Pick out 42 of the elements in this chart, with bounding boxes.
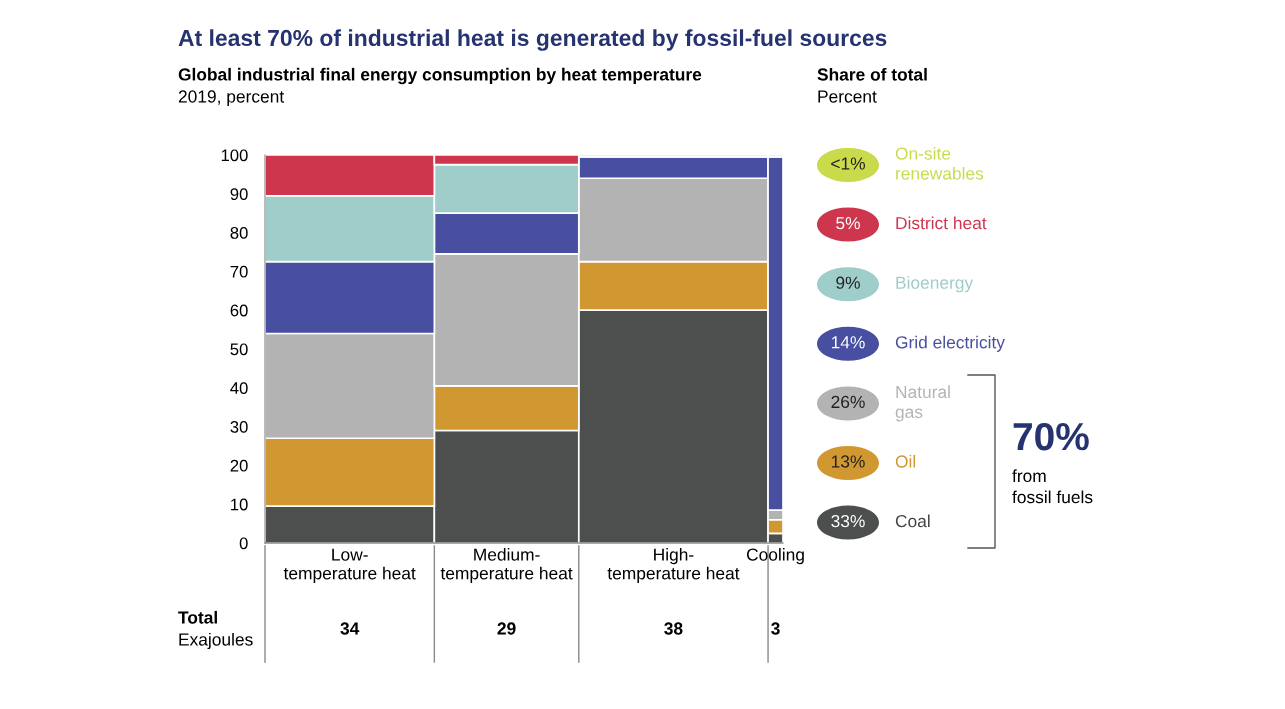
- text: from fossil fuels: [1012, 469, 1093, 504]
- text: 5%: [836, 217, 860, 230]
- y-tick-label: 90: [230, 188, 248, 200]
- chart-subtitle: Global industrial final energy consumption by heat temperature: [178, 67, 702, 85]
- legend-label: Natural gas: [895, 385, 950, 422]
- text: 26%: [831, 395, 865, 409]
- text: 34: [340, 622, 360, 635]
- text: Coal: [895, 514, 930, 528]
- text: 14%: [831, 336, 865, 349]
- text: 33%: [831, 514, 865, 528]
- legend-label: On-site renewables: [895, 146, 984, 180]
- y-axis-title: 2019, percent: [178, 90, 285, 107]
- text: Exajoules: [179, 632, 253, 650]
- text: 29: [497, 622, 516, 635]
- x-tick-label: Medium- temperature heat: [440, 548, 573, 583]
- y-tick-label: 20: [230, 459, 248, 472]
- legend-label: Oil: [895, 454, 916, 468]
- y-tick-label: 10: [231, 498, 248, 511]
- text: Percent: [818, 90, 877, 103]
- legend-label: District heat: [896, 216, 987, 230]
- text: 70%: [1013, 422, 1089, 451]
- text: 3: [771, 622, 780, 635]
- y-tick-label: 40: [230, 382, 248, 394]
- y-tick-label: 60: [230, 304, 248, 317]
- text: 13%: [831, 455, 865, 468]
- y-tick-label: 100: [221, 149, 248, 162]
- legend-label: Bioenergy: [896, 276, 974, 293]
- legend-label: Grid electricity: [895, 335, 1005, 352]
- text: 38: [664, 622, 683, 635]
- y-tick-label: 0: [239, 537, 248, 550]
- chart-title: At least 70% of industrial heat is generated by fossil-fuel sources: [178, 29, 887, 51]
- text: Total: [178, 610, 217, 624]
- y-tick-label: 30: [230, 421, 248, 433]
- x-tick-label: Low- temperature heat: [283, 548, 416, 583]
- y-tick-label: 50: [230, 343, 248, 356]
- x-tick-label: High- temperature heat: [607, 548, 740, 583]
- text: 9%: [836, 276, 860, 289]
- y-tick-label: 80: [230, 227, 248, 239]
- text: Share of total: [817, 67, 927, 81]
- text: <1%: [831, 157, 865, 170]
- x-tick-label: Cooling: [746, 548, 804, 565]
- y-tick-label: 70: [230, 265, 248, 278]
